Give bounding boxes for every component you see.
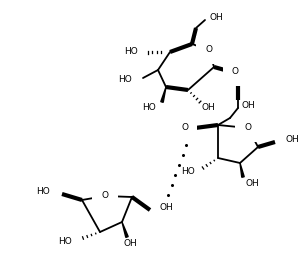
Text: HO: HO xyxy=(181,168,195,176)
Text: O: O xyxy=(232,68,239,77)
Text: HO: HO xyxy=(36,186,50,195)
Polygon shape xyxy=(240,163,244,177)
Text: HO: HO xyxy=(58,237,72,246)
Text: OH: OH xyxy=(210,13,224,22)
Text: HO: HO xyxy=(118,75,132,84)
Polygon shape xyxy=(161,87,166,102)
Text: HO: HO xyxy=(142,104,156,113)
Text: O: O xyxy=(244,124,251,133)
Text: O: O xyxy=(102,191,108,200)
Text: OH: OH xyxy=(245,179,259,188)
Text: O: O xyxy=(181,123,188,132)
Text: O: O xyxy=(181,123,188,132)
Text: OH: OH xyxy=(123,240,137,249)
Text: OH: OH xyxy=(285,135,299,144)
Text: O: O xyxy=(244,124,251,133)
Text: O: O xyxy=(102,191,108,200)
Text: O: O xyxy=(232,68,239,77)
Text: O: O xyxy=(205,45,212,54)
Polygon shape xyxy=(122,222,128,237)
Text: OH: OH xyxy=(160,203,174,211)
Text: OH: OH xyxy=(202,104,216,113)
Text: HO: HO xyxy=(124,48,138,57)
Text: O: O xyxy=(205,45,212,54)
Text: OH: OH xyxy=(242,100,256,109)
